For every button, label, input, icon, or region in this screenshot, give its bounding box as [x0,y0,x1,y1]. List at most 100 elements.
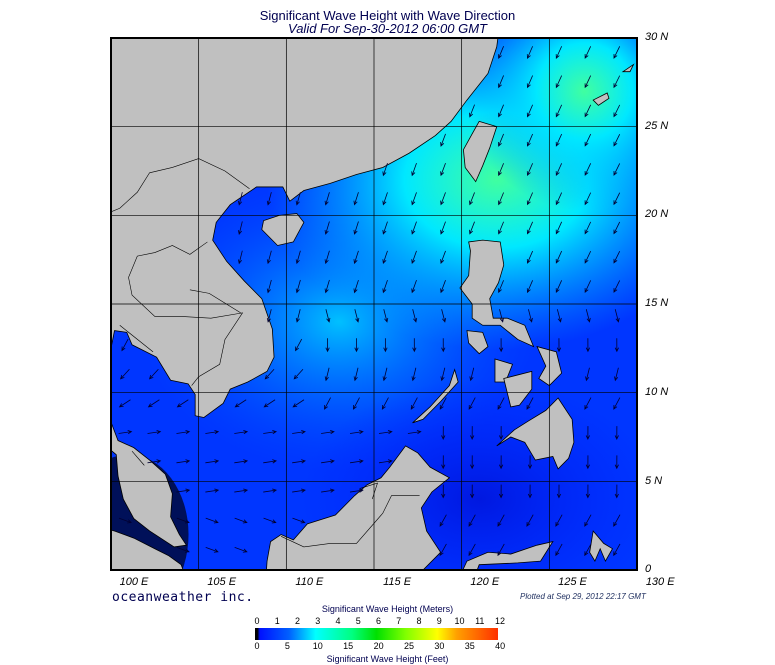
wave-direction-arrow [264,368,275,380]
wave-direction-arrow [499,309,504,323]
wave-direction-arrow [383,309,389,323]
wave-direction-arrow [324,192,330,206]
colorbar-tick-meters: 8 [416,616,422,626]
lat-label: 5 N [645,474,663,487]
wave-direction-arrow [263,430,278,435]
lon-label: 125 E [558,576,587,588]
wave-direction-arrow [526,133,533,147]
wave-direction-arrow [613,163,621,176]
landmass-halmahera [589,530,613,563]
wave-direction-arrow [497,514,505,527]
wave-direction-arrow [526,397,534,410]
wave-direction-arrow [469,192,475,206]
lat-label: 30 N [645,31,669,43]
wave-direction-arrow [555,543,563,557]
wave-direction-arrow [613,104,621,118]
wave-direction-arrow [584,397,592,410]
landmass-negros-cebu [503,370,533,408]
wave-direction-arrow [556,484,562,499]
brand-logo-text: oceanweather inc. [112,590,254,605]
wave-direction-arrow [234,517,248,524]
colorbar [255,628,498,640]
wave-direction-arrow [556,338,562,353]
wave-direction-arrow [469,367,475,382]
wave-direction-arrow [555,163,563,176]
wave-direction-arrow [499,338,504,353]
wave-direction-arrow [584,543,592,557]
wave-direction-arrow [498,104,504,118]
wave-direction-arrow [411,162,417,177]
wave-direction-arrow [584,514,592,527]
wave-direction-arrow [613,75,621,89]
wave-direction-arrow [234,459,249,464]
wave-direction-arrow [410,397,418,410]
colorbar-tick-meters: 6 [375,616,381,626]
landmass-sulawesi [462,541,554,570]
wave-direction-arrow [263,399,276,408]
wave-direction-arrow [526,221,533,235]
wave-direction-arrow [441,484,446,499]
wave-direction-arrow [440,192,446,206]
colorbar-tick-feet: 0 [254,641,260,651]
wave-direction-arrow [498,280,504,294]
colorbar-tick-feet: 40 [495,641,506,651]
plotted-timestamp: Plotted at Sep 29, 2012 22:17 GMT [520,592,646,601]
wave-direction-arrow [382,192,388,206]
wave-direction-arrow [584,104,592,118]
wave-direction-arrow [295,279,301,294]
wave-direction-arrow [354,309,360,323]
wave-direction-arrow [176,488,191,493]
wave-direction-arrow [266,250,272,265]
wave-direction-arrow [382,367,388,382]
wave-direction-arrow [325,338,330,353]
wave-direction-arrow [439,514,447,527]
wave-direction-arrow [147,399,160,408]
wave-direction-arrow [585,338,591,353]
wave-direction-arrow [527,455,533,470]
wave-direction-arrow [353,221,359,235]
lat-label: 20 N [645,208,669,221]
wave-direction-arrow [263,488,278,493]
wave-direction-arrow [498,221,504,235]
colorbar-tick-feet: 20 [373,641,384,651]
wave-direction-arrow [614,455,619,470]
country-border [111,158,250,213]
landmass-luzon [459,239,535,348]
wave-direction-arrow [411,367,417,382]
wave-direction-arrow [498,455,504,470]
colorbar-tick-meters: 9 [436,616,442,626]
wave-direction-arrow [295,309,301,323]
wave-direction-arrow [321,488,335,493]
wave-direction-arrow [176,459,191,464]
wave-direction-arrow [292,399,305,408]
lat-label: 0 [645,563,652,576]
wave-direction-arrow [468,543,476,557]
wave-direction-arrow [295,192,301,206]
wave-direction-arrow [585,309,591,323]
wave-direction-arrow [614,309,620,323]
wave-direction-arrow [411,221,417,235]
wave-direction-arrow [292,517,306,524]
colorbar-tick-feet: 10 [312,641,323,651]
wave-direction-arrow [585,426,590,440]
wave-direction-arrow [526,104,533,118]
wave-direction-arrow [440,367,446,382]
wave-direction-arrow [411,192,417,206]
wave-direction-arrow [411,250,417,264]
wave-direction-arrow [324,397,331,410]
wave-direction-arrow [613,543,621,557]
wave-direction-arrow [205,517,219,524]
wave-direction-arrow [613,280,621,293]
wave-direction-arrow [118,517,132,524]
wave-direction-arrow [498,163,504,177]
lon-label: 100 E [119,576,149,588]
wave-direction-arrow [526,75,533,89]
country-border [128,241,244,386]
wave-direction-arrow [526,163,533,177]
colorbar-tick-meters: 7 [396,616,402,626]
wave-direction-arrow [439,397,447,410]
colorbar-tick-feet: 15 [343,641,354,651]
wave-direction-arrow [411,280,417,294]
colorbar-tick-meters: 10 [454,616,465,626]
wave-direction-arrow [266,192,272,206]
